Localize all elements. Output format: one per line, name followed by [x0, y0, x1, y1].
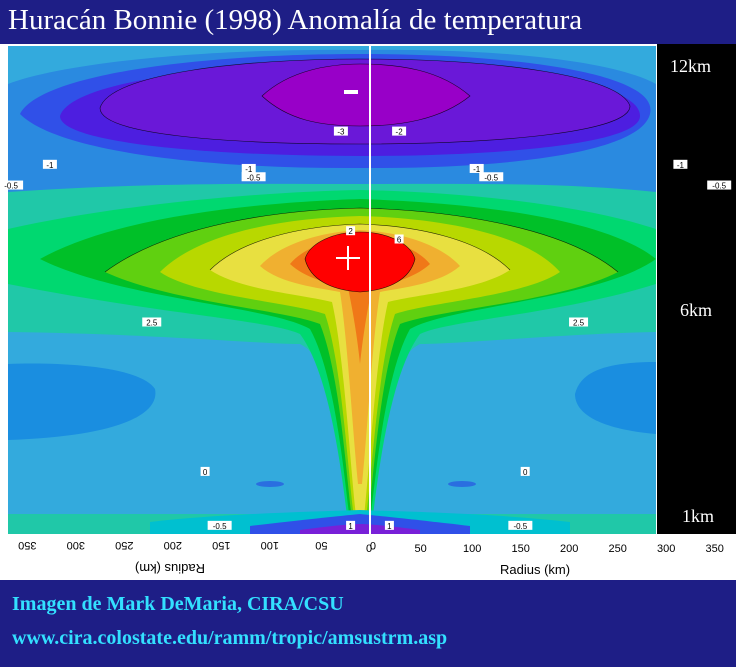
contour-label: 2.5	[146, 319, 158, 328]
contour-label-bg	[469, 163, 484, 173]
contour-label: -1	[677, 161, 685, 170]
contour-label: -1	[245, 165, 253, 174]
contour-label-bg	[392, 126, 407, 136]
image-credit: Imagen de Mark DeMaria, CIRA/CSU	[12, 593, 344, 615]
chart-title: Huracán Bonnie (1998) Anomalía de temper…	[8, 4, 583, 36]
x-axis-ticks: 0501001502002503003504004505005506006005…	[18, 539, 724, 555]
center-marker	[336, 246, 360, 270]
contour-label-bg	[673, 159, 688, 169]
x-tick-left: 350	[18, 539, 36, 551]
x-tick-left: 200	[164, 539, 182, 551]
x-tick-right: 0	[366, 543, 372, 555]
minimum-marker	[344, 90, 358, 94]
contour-label: -0.5	[4, 182, 18, 191]
x-tick-right: 100	[463, 543, 481, 555]
contour-label: -1	[46, 161, 54, 170]
contour-label: -1	[473, 165, 481, 174]
source-url[interactable]: www.cira.colostate.edu/ramm/tropic/amsus…	[12, 627, 448, 649]
x-tick-right: 50	[415, 543, 427, 555]
x-tick-left: 0	[370, 539, 376, 551]
contour-label: 0	[203, 468, 208, 477]
altitude-sidebar	[657, 44, 736, 534]
contour-label-bg	[384, 520, 394, 530]
x-tick-right: 200	[560, 543, 578, 555]
contour-label-bg	[42, 159, 57, 169]
x-tick-left: 50	[315, 539, 327, 551]
contour-label: 1	[348, 522, 353, 531]
contour-plot: -3-2-1-1-1-1-0.5-0.5-0.5-0.5262.52.53200…	[0, 44, 736, 580]
contour-label: 6	[397, 236, 402, 245]
contour-label-bg	[241, 172, 266, 182]
contour-label-bg	[200, 466, 210, 476]
x-tick-right: 250	[609, 543, 627, 555]
contour-labels: -3-2-1-1-1-1-0.5-0.5-0.5-0.5262.52.53200…	[0, 126, 732, 531]
altitude-label-6km: 6km	[680, 300, 712, 320]
x-tick-right: 150	[512, 543, 530, 555]
x-tick-left: 150	[212, 539, 230, 551]
warm-core	[305, 232, 415, 292]
contour-label: -0.5	[213, 522, 227, 531]
contour-label-bg	[479, 172, 504, 182]
contour-label: -0.5	[484, 173, 498, 182]
contour-label-bg	[207, 520, 232, 530]
x-axis-label-right: Radius (km)	[500, 562, 570, 577]
contour-label-bg	[569, 317, 589, 327]
x-tick-left: 300	[67, 539, 85, 551]
contour-fills	[8, 49, 656, 534]
contour-label: 0	[523, 468, 528, 477]
contour-label: 2.5	[573, 319, 585, 328]
altitude-label-12km: 12km	[670, 56, 711, 76]
x-tick-left: 250	[115, 539, 133, 551]
contour-label-bg	[346, 226, 356, 236]
contour-label-bg	[346, 520, 356, 530]
contour-label: -3	[337, 128, 345, 137]
contour-label-bg	[333, 126, 348, 136]
x-tick-right: 300	[657, 543, 675, 555]
contour-label: -2	[396, 128, 404, 137]
contour-label: -0.5	[247, 173, 261, 182]
x-tick-left: 100	[261, 539, 279, 551]
contour-label: -0.5	[513, 522, 527, 531]
contour-label-bg	[241, 163, 256, 173]
contour-label-bg	[142, 317, 162, 327]
contour-label-bg	[394, 234, 404, 244]
contour-label: 2	[348, 227, 353, 236]
contour-label-bg	[508, 520, 533, 530]
x-axis-label-left: Radius (km)	[135, 561, 205, 576]
contour-label-bg	[707, 180, 732, 190]
contour-label: 1	[387, 522, 392, 531]
x-tick-right: 350	[706, 543, 724, 555]
contour-label-bg	[0, 180, 24, 190]
contour-label: -0.5	[712, 182, 726, 191]
contour-label-bg	[520, 466, 530, 476]
altitude-label-1km: 1km	[682, 506, 714, 526]
